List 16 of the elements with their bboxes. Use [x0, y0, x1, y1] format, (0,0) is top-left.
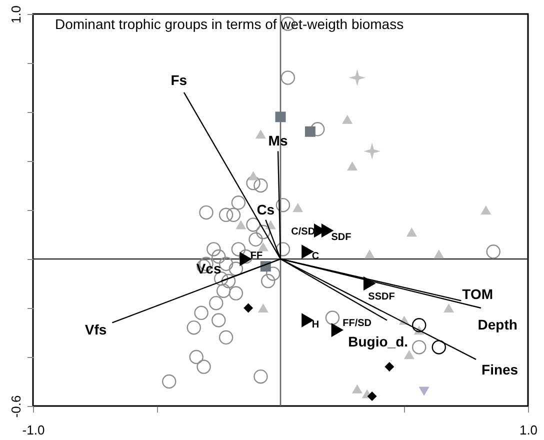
series-label: Cs [256, 201, 275, 218]
annotation: FF/SD [342, 318, 372, 329]
series-label: Fines [482, 361, 518, 378]
annotation: SSDF [368, 291, 395, 302]
series-label: Bugio_d. [348, 334, 408, 350]
series-label: Depth [478, 316, 518, 333]
annotation: C/SD [291, 226, 316, 238]
series-label: Vcs [196, 260, 222, 277]
y-tick-label: -0.6 [8, 395, 24, 418]
annotation: SDF [331, 232, 352, 244]
annotation: FF [250, 250, 263, 262]
annotation: H [312, 319, 320, 330]
x-tick-label: -1.0 [22, 422, 45, 438]
series-label: Fs [170, 72, 188, 88]
series-label: Vfs [84, 322, 107, 338]
series-label: TOM [462, 286, 494, 302]
